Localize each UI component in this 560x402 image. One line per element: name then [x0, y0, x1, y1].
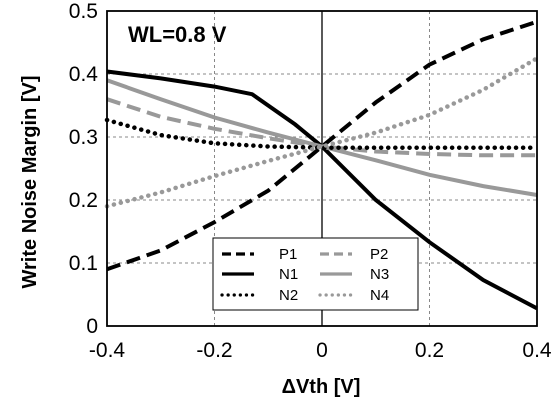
series-line-n1	[106, 69, 538, 311]
legend-label-n3: N3	[370, 266, 389, 283]
x-tick-label: -0.4	[89, 339, 126, 362]
legend-label-p1: P1	[279, 246, 297, 263]
y-tick-label: 0.2	[69, 189, 98, 212]
x-tick-labels: -0.4 -0.2 0 0.2 0.4	[89, 339, 552, 362]
series-line-n4	[104, 56, 540, 209]
x-axis-title: ΔVth [V]	[282, 376, 361, 398]
y-tick-label: 0.3	[69, 126, 98, 149]
legend: P1 P2 N1 N3 N2 N4	[212, 237, 419, 311]
plot-frame	[106, 10, 538, 327]
series-layer	[104, 19, 540, 311]
x-tick-label: -0.2	[196, 339, 232, 362]
grid	[107, 11, 537, 326]
annotation: WL=0.8 V	[128, 22, 227, 47]
x-tick-label: 0	[316, 339, 328, 362]
y-tick-label: 0.5	[69, 0, 98, 23]
series-line-p1	[106, 19, 538, 272]
legend-label-n4: N4	[370, 287, 389, 304]
y-tick-label: 0	[86, 315, 98, 338]
y-tick-labels: 0 0.1 0.2 0.3 0.4 0.5	[69, 0, 99, 338]
y-tick-label: 0.1	[69, 252, 98, 275]
series-line-n2	[104, 117, 540, 150]
legend-label-n2: N2	[279, 287, 298, 304]
legend-box	[212, 237, 419, 311]
x-tick-label: 0.2	[415, 339, 444, 362]
legend-label-p2: P2	[370, 246, 388, 263]
legend-label-n1: N1	[279, 266, 298, 283]
y-tick-label: 0.4	[69, 63, 99, 86]
series-line-n3	[106, 78, 538, 197]
x-tick-label: 0.4	[522, 339, 552, 362]
y-axis-title: Write Noise Margin [V]	[19, 76, 41, 289]
